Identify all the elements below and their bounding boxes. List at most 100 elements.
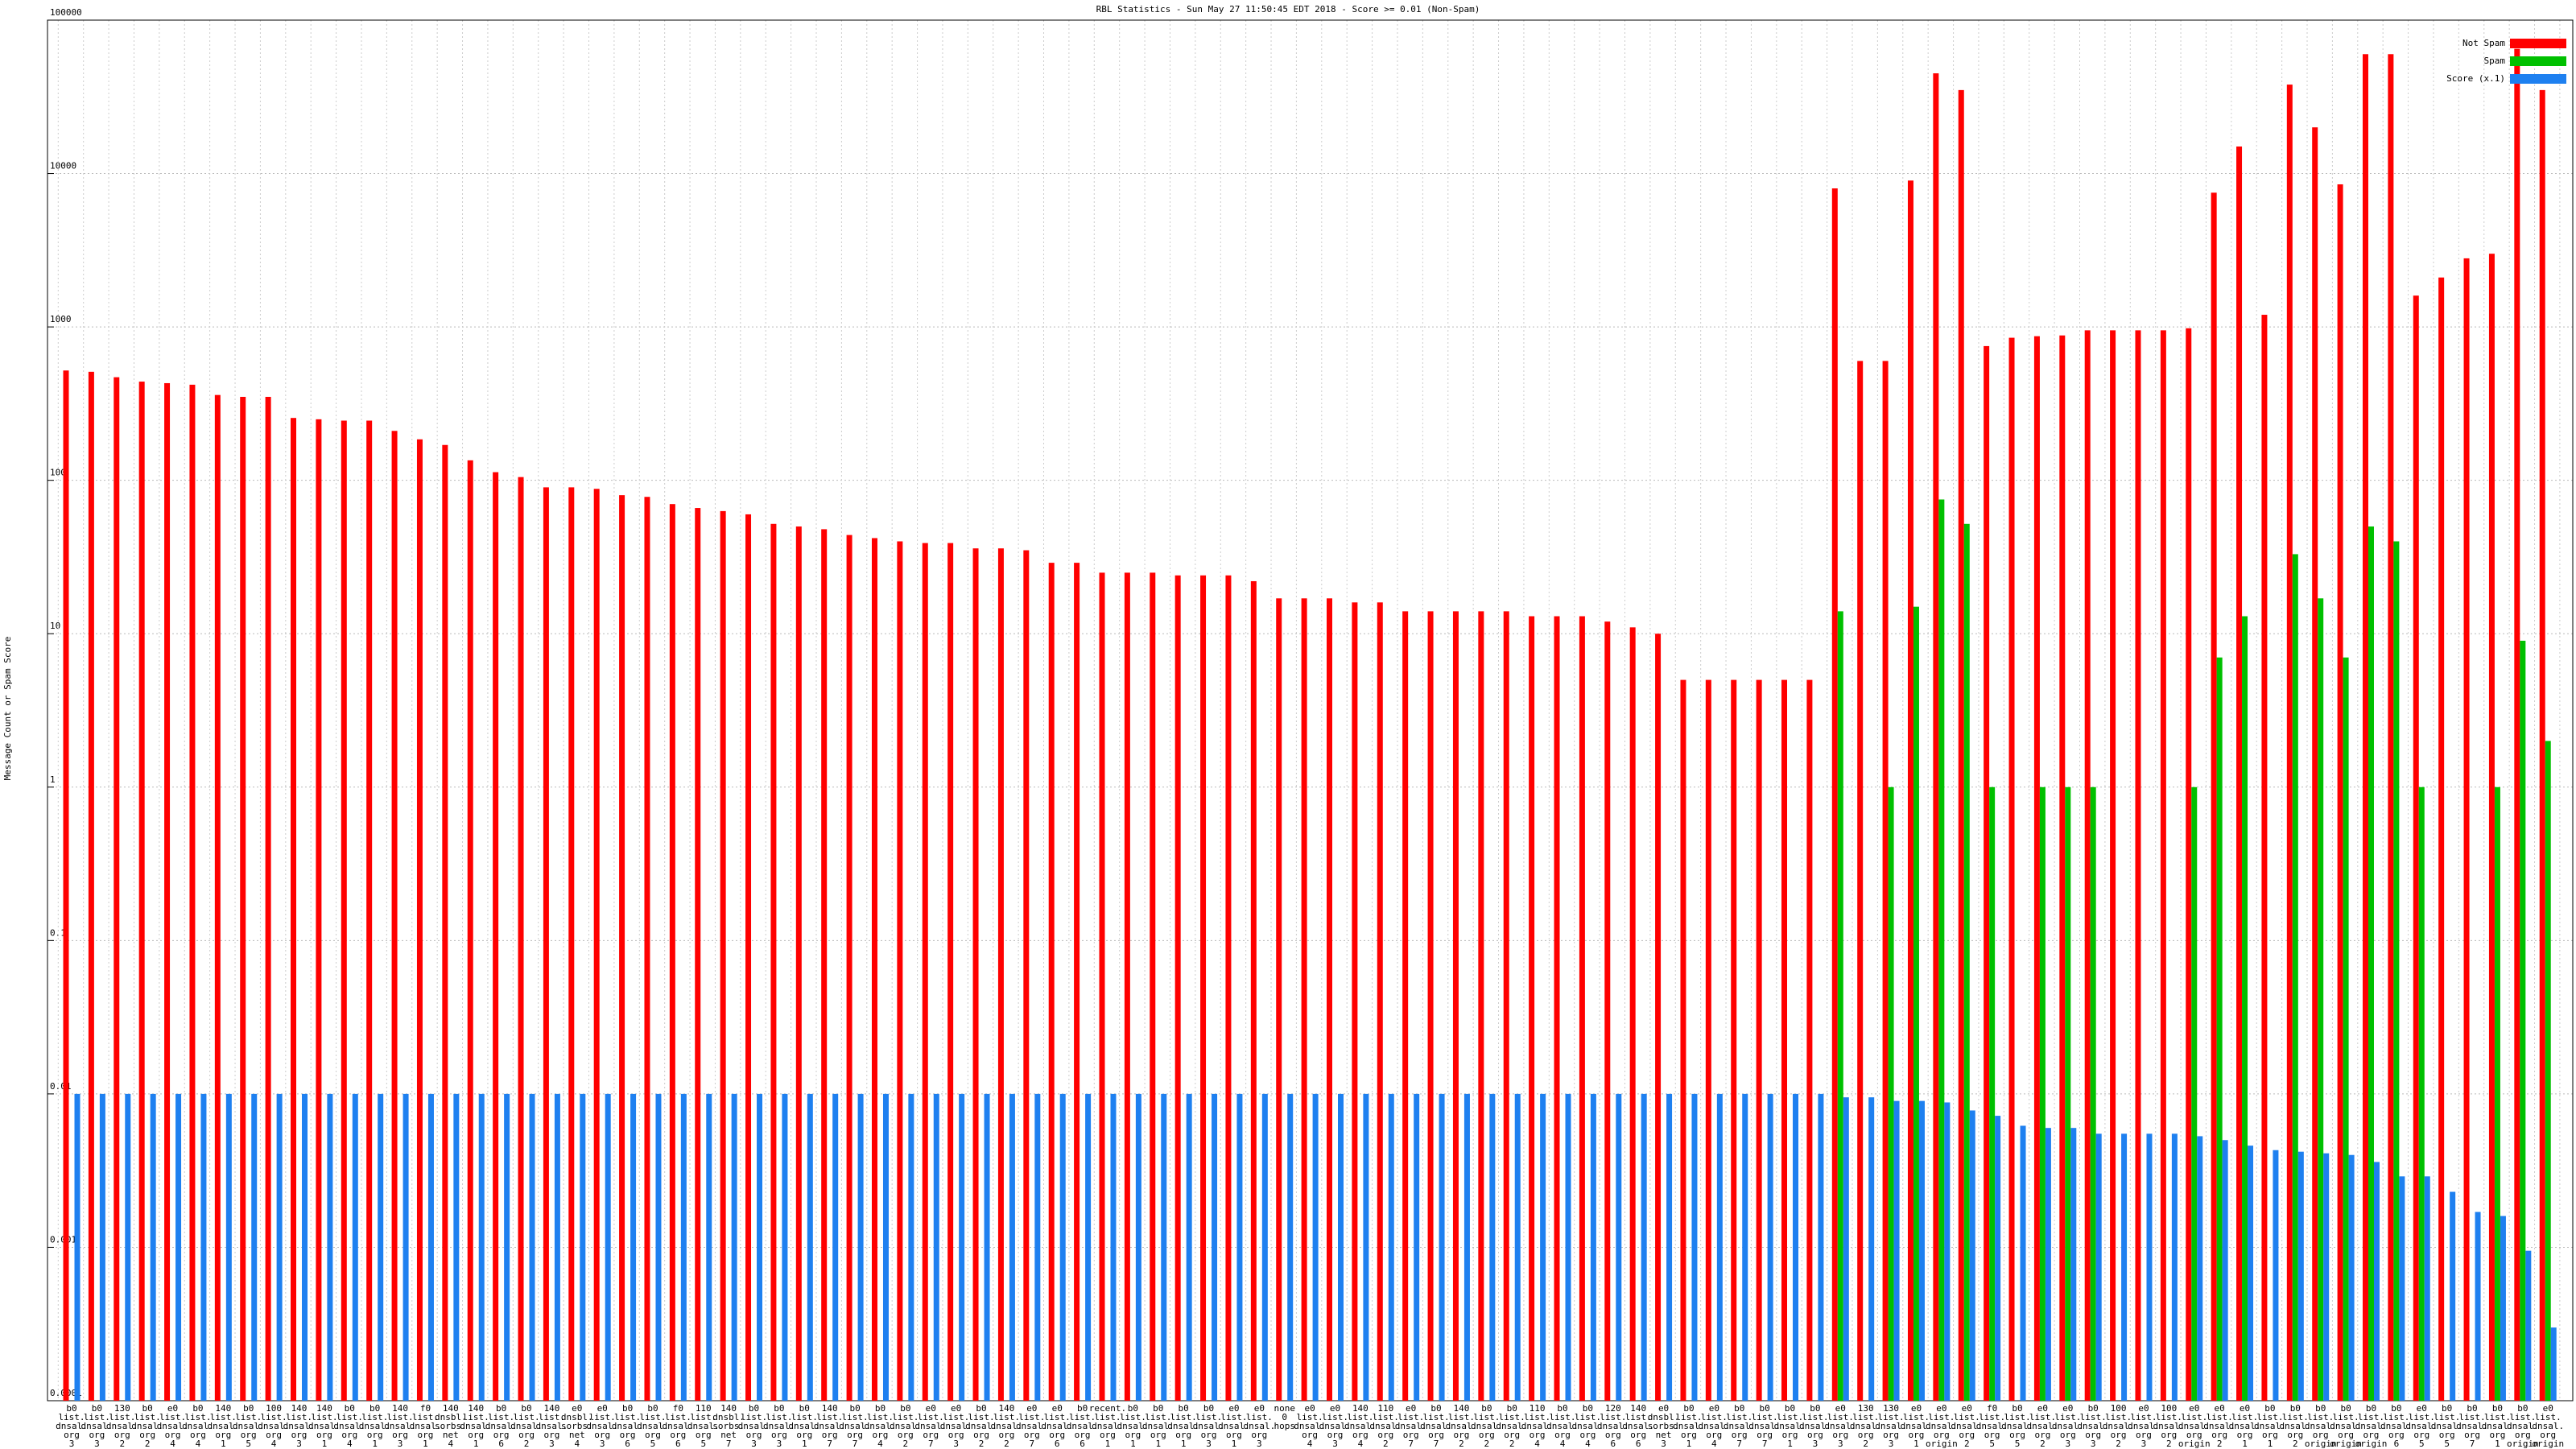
bar [1907,180,1913,1401]
bar [125,1093,131,1401]
bar [2121,1133,2128,1401]
bar [1338,1093,1344,1401]
legend-label: Not Spam [2462,38,2505,48]
bar [276,1093,283,1401]
bar [1427,611,1434,1401]
x-tick-label: recent.list.dnsal.org1hop [1089,1403,1126,1449]
bar [1831,188,1838,1401]
bar [416,439,423,1401]
chart-title: RBL Statistics - Sun May 27 11:50:45 EDT… [1096,4,1480,14]
legend-label: Score (x.1) [2446,73,2505,84]
bar [2242,616,2248,1401]
bar [2550,1327,2557,1401]
bar [2191,786,2198,1401]
bar [2393,541,2400,1401]
bar [1716,1093,1723,1401]
bar [378,1093,384,1401]
bar [1225,575,1232,1401]
bar [1009,1093,1015,1401]
bar [1023,550,1030,1401]
bar [352,1093,358,1401]
bar [2520,640,2526,1401]
bar [2463,258,2470,1402]
x-tick-label: b0 list. dnsal. org origin [2330,1403,2362,1449]
bar [1918,1100,1925,1401]
bar [757,1093,763,1401]
bar [1377,602,1383,1401]
bar [897,541,903,1401]
bar [442,444,448,1401]
bar [2475,1212,2481,1401]
bar [200,1093,207,1401]
bar [1124,572,1130,1401]
bar [2323,1153,2330,1401]
bar [669,504,675,1401]
bar [706,1093,712,1401]
bar [1857,361,1864,1401]
bar [1059,1093,1066,1401]
bar [1276,598,1282,1401]
y-tick-label: 10 [50,621,60,631]
bar [2348,1154,2355,1401]
bar [478,1093,485,1401]
bar [2450,1191,2456,1401]
bar [871,538,877,1401]
bar [2059,335,2066,1402]
x-tick-label: e0 list. dnsal. org origin [2532,1403,2564,1449]
bar [1478,611,1484,1401]
bar [680,1093,687,1401]
bar [1540,1093,1546,1401]
bar [1963,523,1970,1401]
bar [2373,1162,2380,1401]
bar [1995,1116,2001,1401]
bar [1793,1093,1799,1401]
bar [1085,1093,1092,1401]
bar [2222,1140,2228,1401]
bar [1984,345,1990,1401]
bar [2070,1128,2077,1401]
bar [1565,1093,1571,1401]
bar [922,543,928,1401]
bar [2197,1136,2203,1401]
x-tick-label: e0 list. dnsal. org origin [2178,1403,2211,1449]
bar [619,495,625,1401]
bar [2186,328,2192,1402]
bar [1503,611,1509,1401]
bar [1261,1093,1268,1401]
bar [2368,526,2374,1402]
bar [114,377,120,1401]
